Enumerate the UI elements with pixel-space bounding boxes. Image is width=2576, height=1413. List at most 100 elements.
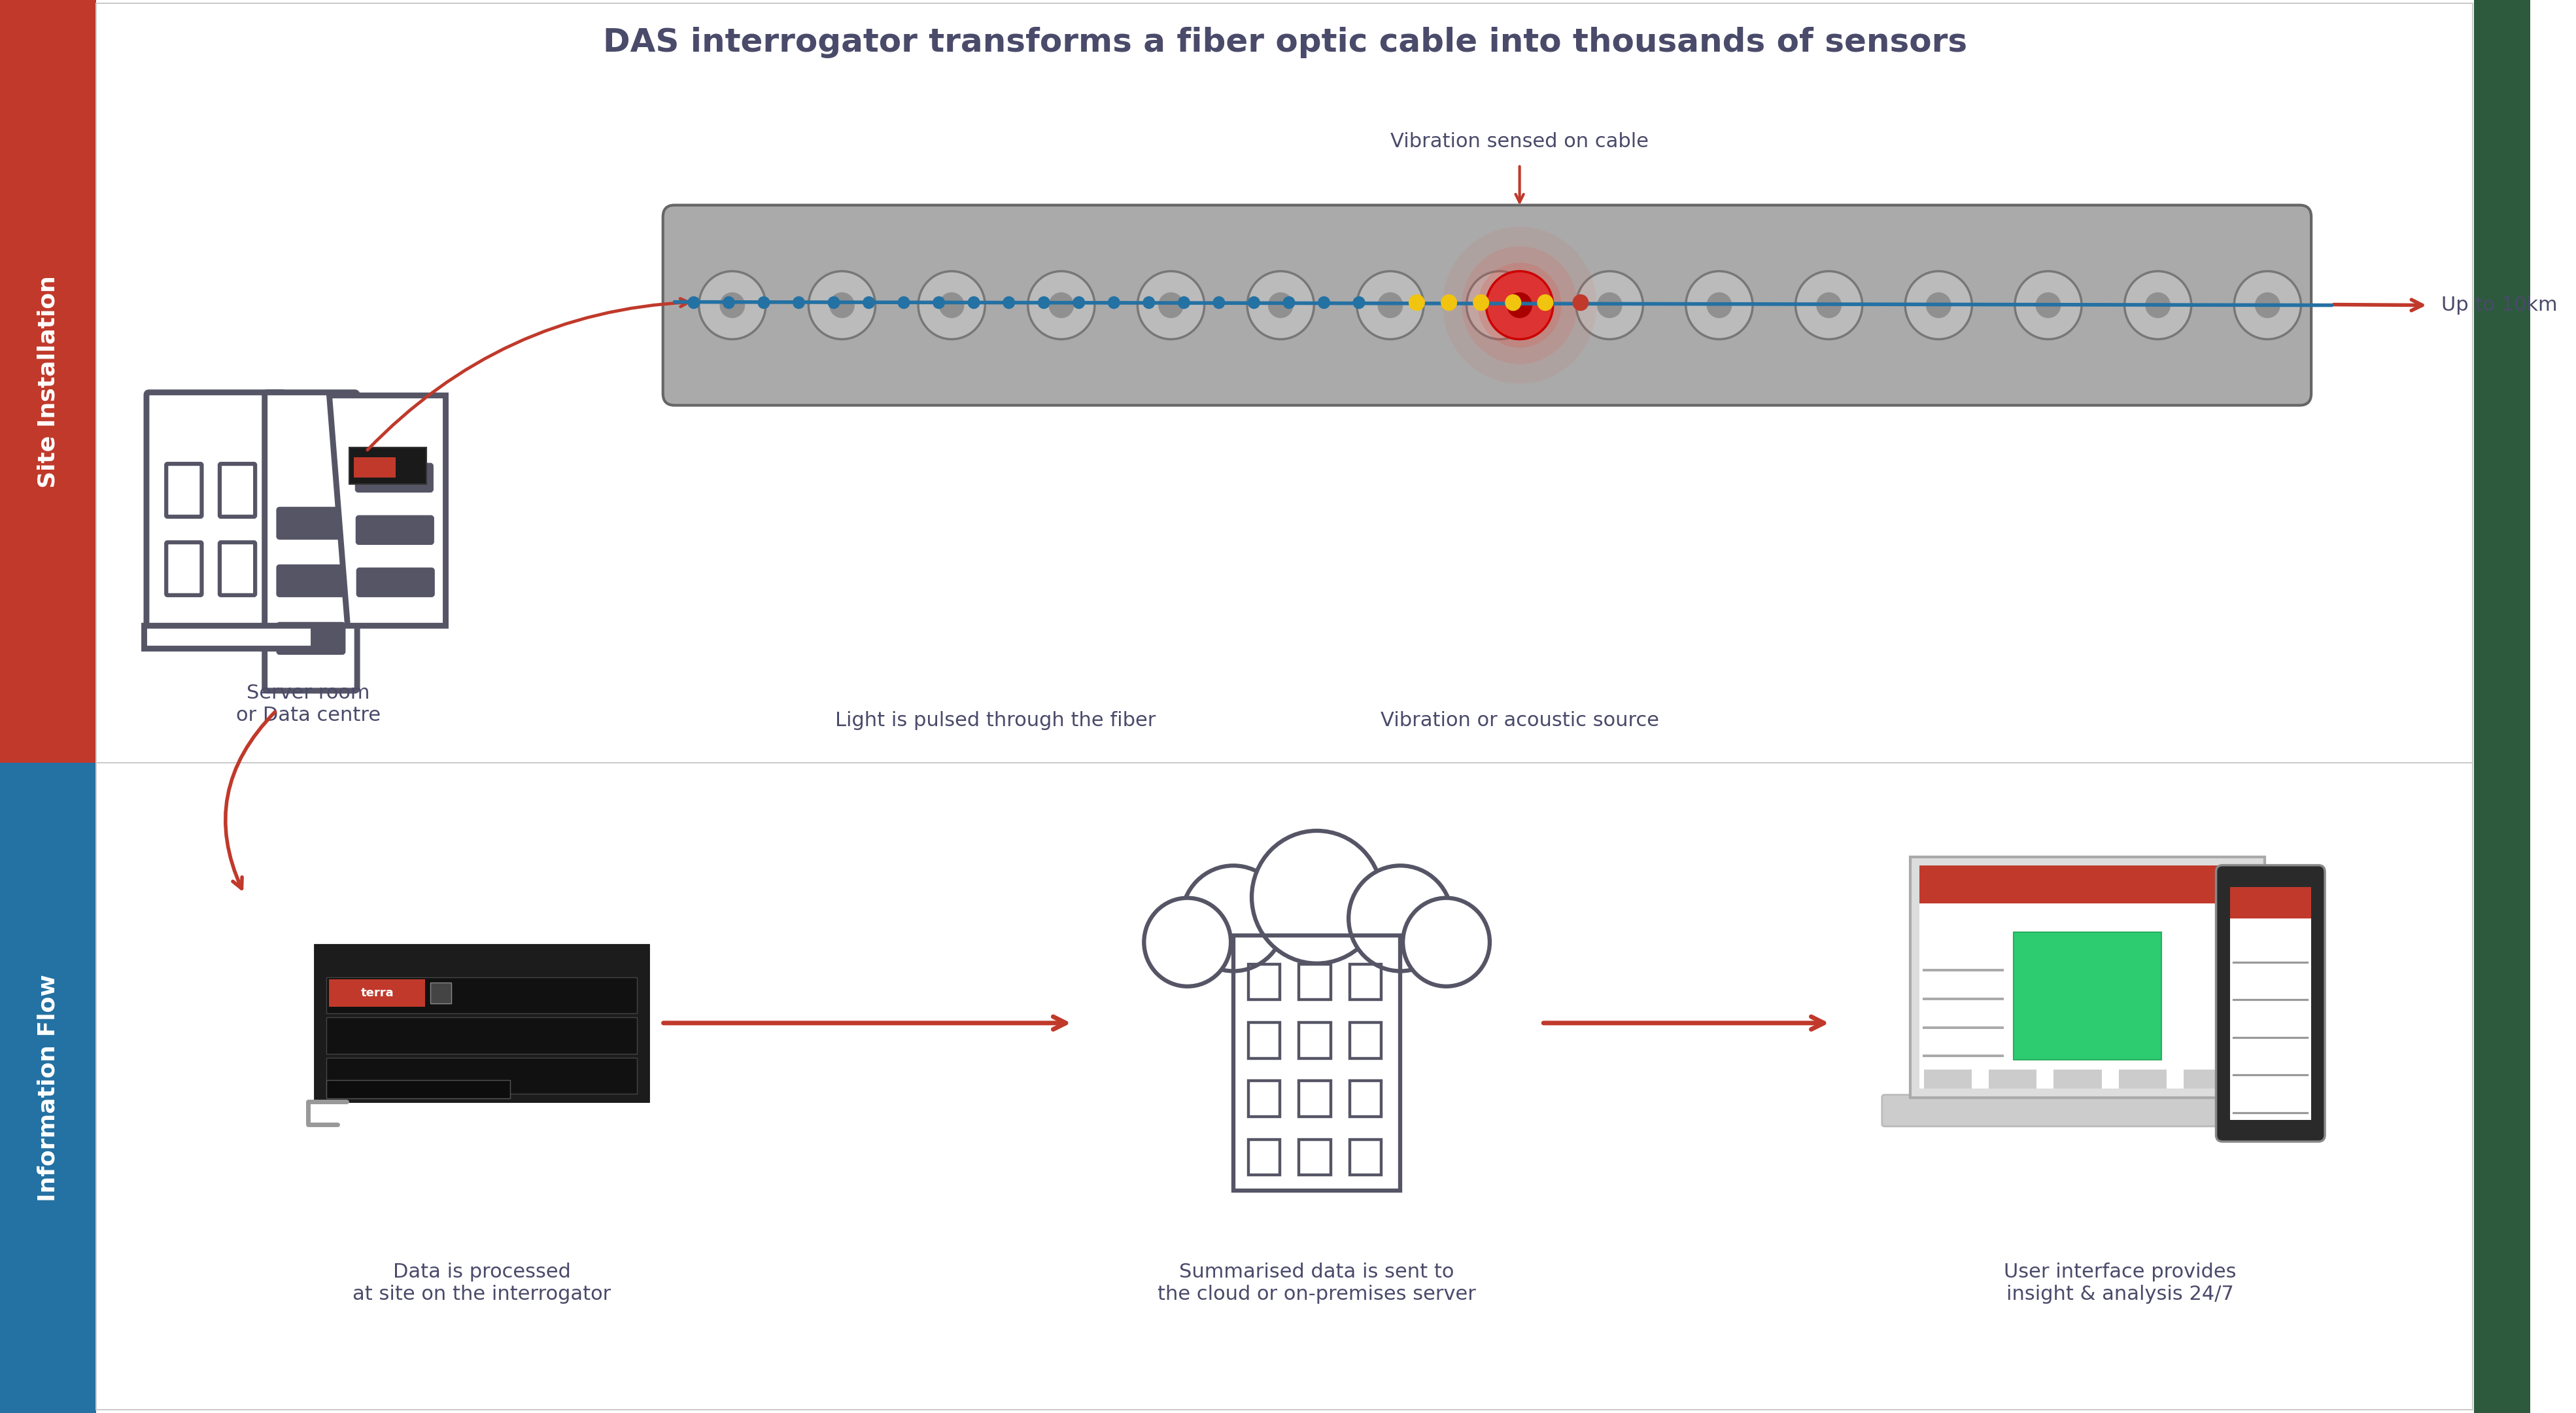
FancyBboxPatch shape (1989, 1070, 2038, 1088)
Circle shape (1144, 297, 1154, 308)
FancyBboxPatch shape (2014, 933, 2161, 1060)
Circle shape (719, 292, 744, 318)
Circle shape (938, 292, 963, 318)
FancyBboxPatch shape (1924, 1070, 1971, 1088)
FancyBboxPatch shape (2117, 1070, 2166, 1088)
FancyBboxPatch shape (2231, 887, 2311, 918)
Circle shape (1048, 292, 1074, 318)
Text: Light is pulsed through the fiber: Light is pulsed through the fiber (835, 711, 1157, 731)
Circle shape (917, 271, 984, 339)
FancyBboxPatch shape (662, 205, 2311, 406)
Circle shape (1350, 866, 1453, 971)
Circle shape (1108, 297, 1121, 308)
Circle shape (1504, 295, 1520, 311)
Circle shape (1252, 831, 1381, 964)
Circle shape (1466, 271, 1533, 339)
FancyBboxPatch shape (358, 517, 433, 543)
Circle shape (1358, 271, 1425, 339)
Circle shape (1247, 271, 1314, 339)
FancyBboxPatch shape (1911, 856, 2264, 1098)
Circle shape (863, 297, 876, 308)
Text: Up to 10km: Up to 10km (2442, 295, 2558, 315)
FancyBboxPatch shape (147, 393, 286, 627)
Circle shape (1319, 297, 1329, 308)
Text: Server room
or Data centre: Server room or Data centre (237, 684, 381, 725)
FancyBboxPatch shape (0, 763, 95, 1413)
Circle shape (1479, 263, 1561, 348)
FancyBboxPatch shape (358, 569, 433, 595)
Circle shape (698, 271, 765, 339)
Text: Vibration sensed on cable: Vibration sensed on cable (1391, 133, 1649, 151)
Circle shape (1177, 297, 1190, 308)
FancyBboxPatch shape (314, 944, 649, 1102)
Circle shape (1283, 297, 1296, 308)
FancyBboxPatch shape (2215, 865, 2326, 1142)
Circle shape (1144, 897, 1231, 986)
Circle shape (1139, 271, 1206, 339)
Circle shape (1927, 292, 1950, 318)
FancyBboxPatch shape (219, 543, 255, 595)
Circle shape (1352, 297, 1365, 308)
Circle shape (1378, 292, 1404, 318)
Circle shape (1486, 271, 1553, 339)
Polygon shape (330, 396, 446, 626)
FancyBboxPatch shape (167, 543, 201, 595)
Circle shape (933, 297, 945, 308)
Circle shape (1816, 292, 1842, 318)
FancyBboxPatch shape (219, 463, 255, 517)
Circle shape (2035, 292, 2061, 318)
FancyBboxPatch shape (330, 979, 425, 1006)
Circle shape (1473, 295, 1489, 311)
Circle shape (1486, 292, 1512, 318)
Circle shape (1507, 292, 1533, 318)
Circle shape (1074, 297, 1084, 308)
FancyBboxPatch shape (1919, 866, 2257, 903)
Circle shape (1538, 295, 1553, 311)
Circle shape (2146, 292, 2172, 318)
Circle shape (793, 297, 804, 308)
Circle shape (1577, 271, 1643, 339)
FancyBboxPatch shape (2473, 0, 2530, 1413)
Circle shape (688, 297, 701, 308)
Circle shape (827, 297, 840, 308)
FancyBboxPatch shape (327, 1080, 510, 1098)
Circle shape (1038, 297, 1048, 308)
Circle shape (829, 292, 855, 318)
FancyBboxPatch shape (265, 393, 358, 691)
Circle shape (1182, 866, 1285, 971)
FancyBboxPatch shape (278, 625, 343, 653)
Circle shape (899, 297, 909, 308)
Circle shape (809, 271, 876, 339)
Circle shape (1249, 297, 1260, 308)
Circle shape (1440, 295, 1455, 311)
FancyBboxPatch shape (1159, 910, 1476, 965)
FancyBboxPatch shape (430, 982, 451, 1003)
Circle shape (1404, 897, 1489, 986)
FancyBboxPatch shape (353, 458, 397, 478)
Circle shape (1795, 271, 1862, 339)
Circle shape (1443, 226, 1597, 384)
Circle shape (2125, 271, 2192, 339)
FancyBboxPatch shape (1883, 1095, 2293, 1126)
Circle shape (1409, 295, 1425, 311)
Text: Summarised data is sent to
the cloud or on-premises server: Summarised data is sent to the cloud or … (1157, 1263, 1476, 1303)
Circle shape (2014, 271, 2081, 339)
FancyBboxPatch shape (0, 0, 95, 763)
Circle shape (1574, 295, 1589, 311)
FancyBboxPatch shape (278, 567, 343, 595)
Circle shape (1906, 271, 1973, 339)
FancyBboxPatch shape (2053, 1070, 2102, 1088)
Circle shape (1461, 246, 1577, 365)
Text: User interface provides
insight & analysis 24/7: User interface provides insight & analys… (2004, 1263, 2236, 1303)
Circle shape (969, 297, 979, 308)
FancyBboxPatch shape (327, 1017, 636, 1054)
FancyBboxPatch shape (358, 465, 433, 490)
Circle shape (1159, 292, 1182, 318)
Circle shape (1705, 292, 1731, 318)
Circle shape (724, 297, 734, 308)
FancyBboxPatch shape (2231, 890, 2311, 1121)
Text: DAS interrogator transforms a fiber optic cable into thousands of sensors: DAS interrogator transforms a fiber opti… (603, 27, 1968, 58)
FancyBboxPatch shape (350, 448, 428, 485)
Text: Vibration or acoustic source: Vibration or acoustic source (1381, 711, 1659, 731)
Circle shape (2254, 292, 2280, 318)
